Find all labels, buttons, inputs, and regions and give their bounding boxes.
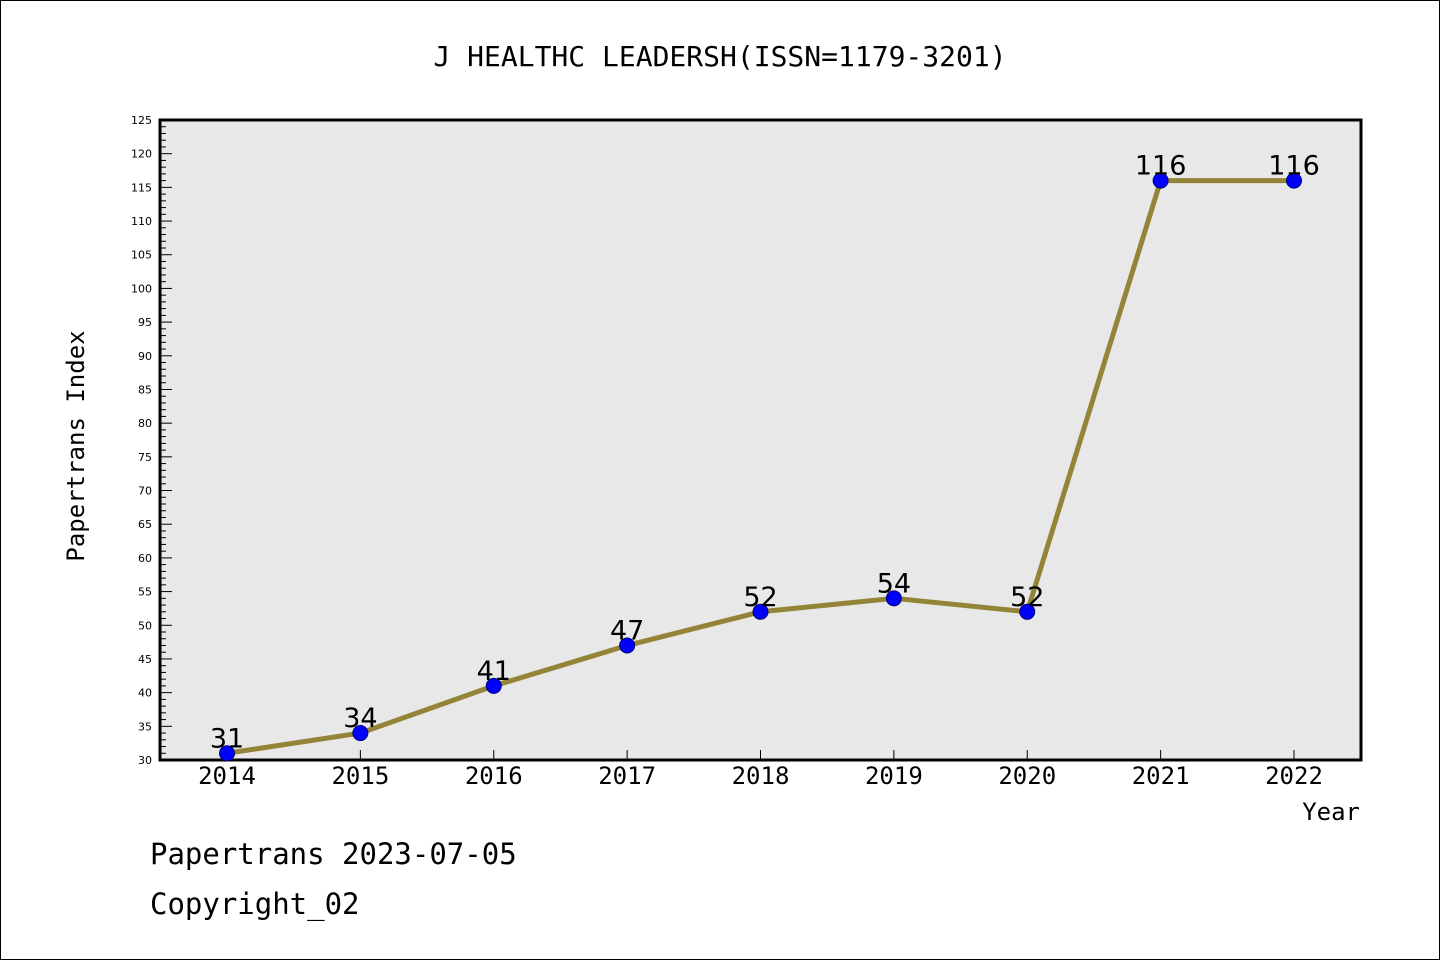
footer-copyright: Copyright_02 xyxy=(150,887,360,922)
x-tick-label: 2014 xyxy=(198,762,256,790)
x-axis-label: Year xyxy=(1302,798,1360,826)
x-tick-label: 2016 xyxy=(465,762,523,790)
y-tick-label: 100 xyxy=(131,282,152,295)
plot-area xyxy=(158,118,1363,762)
y-tick-label: 110 xyxy=(131,215,152,228)
y-tick-label: 75 xyxy=(138,451,152,464)
data-point xyxy=(619,637,636,654)
y-axis-ticks: 30 35 40 45 50 55 60 65 70 75 80 85 90 95 100 105 110 115… xyxy=(131,114,172,767)
data-label: 41 xyxy=(477,656,511,687)
x-tick-label: 2022 xyxy=(1265,762,1323,790)
y-tick-label: 115 xyxy=(131,181,152,194)
y-tick-label: 85 xyxy=(138,383,152,396)
data-point xyxy=(885,590,902,607)
y-tick-label: 90 xyxy=(138,350,152,363)
y-tick-label: 40 xyxy=(138,687,152,700)
data-label: 31 xyxy=(210,723,244,754)
x-tick-label: 2020 xyxy=(998,762,1056,790)
y-tick-label: 120 xyxy=(131,148,152,161)
y-tick-label: 80 xyxy=(138,417,152,430)
y-axis-label: Papertrans Index xyxy=(62,330,90,561)
x-axis-ticks: 2014 2015 2016 2017 2018 2019 2020 2021 2022 xyxy=(198,750,1323,790)
x-tick-label: 2019 xyxy=(865,762,923,790)
data-point xyxy=(1152,172,1169,189)
data-point xyxy=(219,745,235,762)
x-tick-label: 2018 xyxy=(732,762,790,790)
y-tick-label: 125 xyxy=(131,114,152,127)
y-tick-label: 65 xyxy=(138,518,152,531)
data-point xyxy=(1286,172,1302,189)
y-tick-label: 95 xyxy=(138,316,152,329)
data-label: 52 xyxy=(743,582,777,613)
y-tick-label: 50 xyxy=(138,619,152,632)
x-tick-label: 2021 xyxy=(1132,762,1190,790)
data-point xyxy=(1019,603,1036,620)
x-tick-label: 2015 xyxy=(331,762,389,790)
y-tick-label: 60 xyxy=(138,552,152,565)
y-minor-ticks xyxy=(160,126,166,754)
y-tick-label: 35 xyxy=(138,720,152,733)
data-point xyxy=(352,725,369,742)
x-tick-label: 2017 xyxy=(598,762,656,790)
footer-date: Papertrans 2023-07-05 xyxy=(150,837,517,871)
chart-title: J HEALTHC LEADERSH(ISSN=1179-3201) xyxy=(433,40,1006,73)
data-labels: 31 34 41 47 52 54 52 116 116 xyxy=(210,151,1320,755)
y-tick-label: 45 xyxy=(138,653,152,666)
y-tick-label: 70 xyxy=(138,485,152,498)
data-point xyxy=(752,603,769,620)
y-tick-label: 55 xyxy=(138,586,152,599)
data-label: 116 xyxy=(1135,151,1187,182)
data-point xyxy=(485,677,502,694)
y-tick-label: 105 xyxy=(131,249,152,262)
data-label: 34 xyxy=(343,703,377,734)
data-label: 54 xyxy=(877,568,911,599)
series-markers xyxy=(219,172,1302,762)
data-label: 116 xyxy=(1268,151,1320,182)
data-label: 47 xyxy=(610,615,644,646)
data-label: 52 xyxy=(1010,582,1044,613)
y-tick-label: 30 xyxy=(138,754,152,767)
